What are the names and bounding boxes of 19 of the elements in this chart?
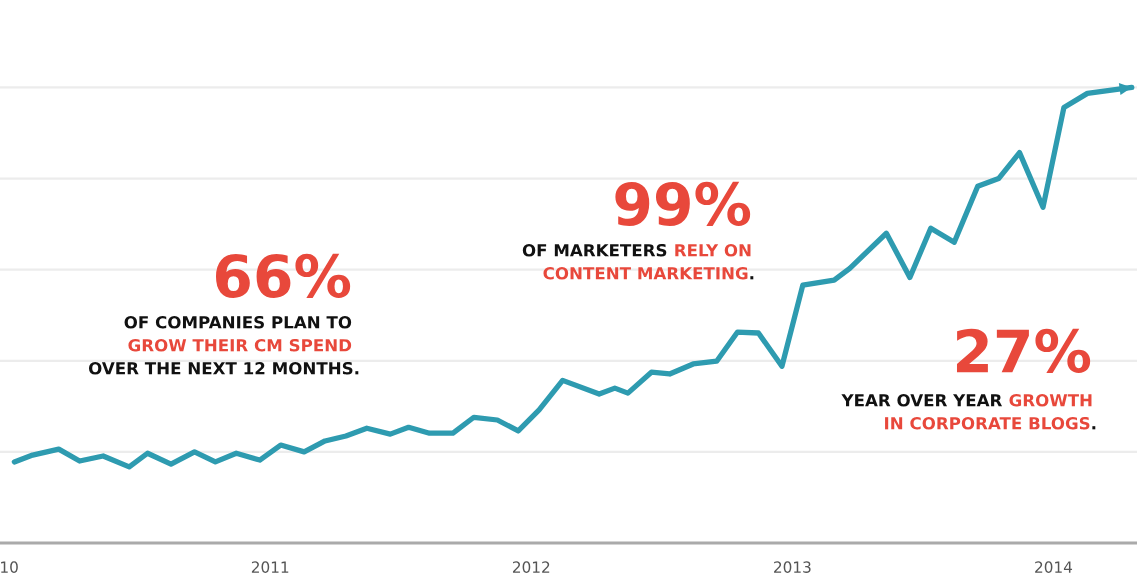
annotation: OF MARKETERS	[522, 243, 667, 257]
x-tick-label: 2011	[251, 561, 289, 573]
annotation: .	[1092, 426, 1096, 430]
x-tick-label: 2013	[774, 561, 811, 573]
x-tick-label: 2012	[512, 561, 550, 573]
annotation: CONTENT MARKETING	[543, 266, 748, 280]
annotation: .	[750, 276, 754, 280]
annotation: GROWTH	[1009, 393, 1092, 407]
annotation: OF COMPANIES PLAN TO	[124, 315, 352, 329]
x-tick-label: 10	[1, 561, 18, 573]
annotation: 99%	[615, 181, 751, 226]
annotation: OVER THE NEXT 12 MONTHS.	[88, 361, 359, 375]
annotation: 27%	[956, 328, 1091, 373]
annotation: RELY ON	[675, 243, 751, 257]
annotation: YEAR OVER YEAR	[841, 393, 1003, 407]
annotation: 66%	[215, 253, 351, 298]
x-tick-label: 2014	[1035, 561, 1073, 573]
annotation: GROW THEIR CM SPEND	[128, 338, 352, 352]
annotation: IN CORPORATE BLOGS	[885, 416, 1090, 430]
